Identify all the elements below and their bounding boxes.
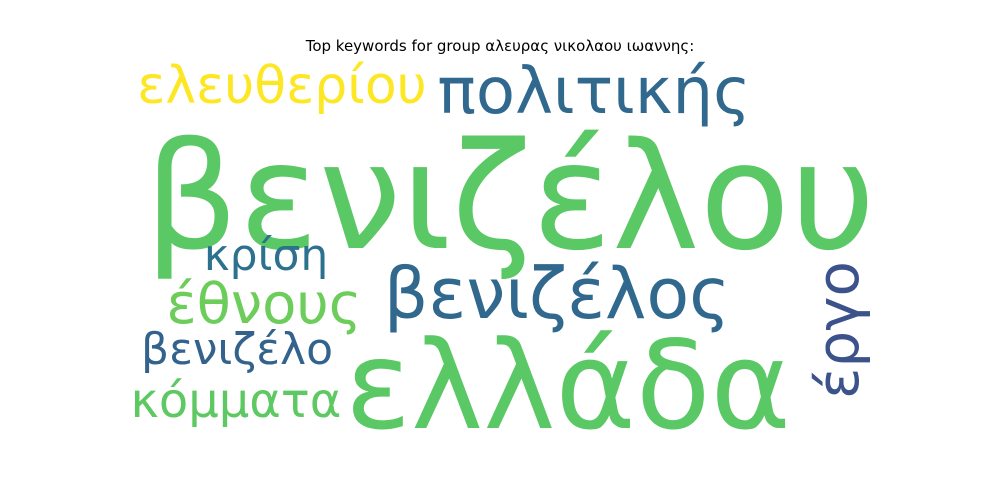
- word-ethnous: έθνους: [166, 272, 361, 337]
- word-eleftheriou: ελευθερίου: [137, 56, 427, 116]
- word-ergo: έργο: [804, 261, 872, 399]
- word-kommata: κόμματα: [131, 373, 342, 429]
- word-venizelos: βενιζέλος: [384, 253, 731, 335]
- word-venizelo: βενιζέλο: [141, 324, 333, 375]
- word-venizelou: βενιζέλου: [144, 111, 875, 283]
- word-politikis: πολιτικής: [437, 55, 750, 129]
- word-krisi: κρίση: [204, 230, 329, 281]
- word-ellada: ελλάδα: [345, 315, 791, 457]
- figure-title: Top keywords for group αλευρας νικολαου …: [305, 37, 695, 55]
